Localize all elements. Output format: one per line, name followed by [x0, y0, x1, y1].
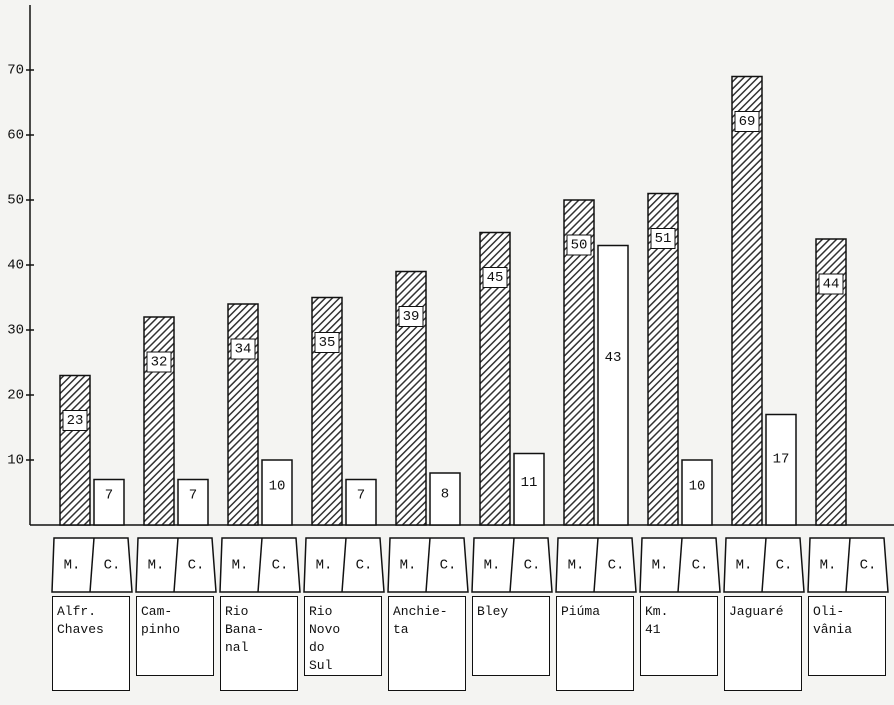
category-label: Jaguaré — [724, 596, 802, 691]
bar — [597, 244, 629, 526]
value-label: 69 — [739, 114, 756, 130]
bar — [681, 459, 713, 526]
value-label-box — [230, 338, 256, 360]
series-name: M. — [148, 558, 165, 574]
y-tick-label: 10 — [7, 453, 24, 469]
series-name: C. — [524, 558, 541, 574]
category-label: Rio Novo do Sul — [304, 596, 382, 676]
series-name: C. — [356, 558, 373, 574]
value-label-box — [650, 228, 676, 249]
y-tick-label: 30 — [7, 323, 24, 339]
category-label: Bley — [472, 596, 550, 676]
value-label-box — [482, 267, 508, 288]
series-divider — [677, 537, 683, 593]
bar — [731, 75, 763, 526]
value-label: 32 — [151, 355, 168, 371]
value-label: 11 — [521, 475, 538, 491]
series-name: M. — [484, 558, 501, 574]
y-tick-label: 20 — [7, 388, 24, 404]
category-label: Oli- vânia — [808, 596, 886, 676]
series-divider — [761, 537, 767, 593]
series-name: M. — [64, 558, 81, 574]
bar — [345, 478, 377, 526]
value-label: 10 — [269, 479, 286, 495]
value-label: 43 — [605, 350, 622, 366]
value-label: 7 — [105, 488, 113, 504]
y-tick-label: 40 — [7, 258, 24, 274]
value-label: 10 — [689, 479, 706, 495]
series-divider — [257, 537, 263, 593]
value-label: 17 — [773, 451, 790, 467]
value-label: 7 — [189, 488, 197, 504]
series-name: C. — [104, 558, 121, 574]
value-label: 51 — [655, 231, 672, 247]
category-label: Alfr. Chaves — [52, 596, 130, 691]
series-name: C. — [608, 558, 625, 574]
series-name: M. — [736, 558, 753, 574]
bar — [311, 296, 343, 526]
category-label: Anchie- ta — [388, 596, 466, 691]
bar — [227, 303, 259, 526]
value-label: 34 — [235, 342, 252, 358]
value-label: 7 — [357, 488, 365, 504]
bar — [513, 452, 545, 526]
y-tick-label: 50 — [7, 193, 24, 209]
category-label: Piúma — [556, 596, 634, 691]
value-label-box — [734, 111, 760, 132]
series-name: M. — [232, 558, 249, 574]
series-name: M. — [316, 558, 333, 574]
series-name: M. — [820, 558, 837, 574]
series-name: C. — [188, 558, 205, 574]
value-label: 23 — [67, 413, 84, 429]
value-label: 35 — [319, 335, 336, 351]
category-label: Rio Bana- nal — [220, 596, 298, 691]
category-label: Km. 41 — [640, 596, 718, 676]
series-name: M. — [568, 558, 585, 574]
value-label-box — [314, 332, 340, 353]
value-label-box — [566, 234, 592, 256]
value-label-box — [398, 306, 424, 327]
series-name: C. — [776, 558, 793, 574]
bar — [177, 478, 209, 526]
series-divider — [89, 537, 95, 593]
bar — [765, 413, 797, 526]
series-name: M. — [652, 558, 669, 574]
series-name: M. — [400, 558, 417, 574]
bar — [429, 472, 461, 526]
series-name: C. — [272, 558, 289, 574]
value-label: 50 — [571, 238, 588, 254]
series-name: C. — [860, 558, 877, 574]
value-label: 39 — [403, 309, 420, 325]
y-tick-label: 70 — [7, 63, 24, 79]
series-divider — [173, 537, 179, 593]
series-name: C. — [440, 558, 457, 574]
bar — [59, 374, 91, 526]
value-label: 8 — [441, 487, 449, 503]
value-label-box — [818, 273, 844, 295]
series-divider — [341, 537, 347, 593]
y-tick-label: 60 — [7, 128, 24, 144]
bar — [261, 459, 293, 526]
value-label-box — [62, 410, 88, 431]
value-label: 44 — [823, 277, 840, 293]
series-divider — [425, 537, 431, 593]
series-name: C. — [692, 558, 709, 574]
series-divider — [509, 537, 515, 593]
category-label: Cam- pinho — [136, 596, 214, 676]
bar — [93, 478, 125, 526]
value-label: 45 — [487, 270, 504, 286]
value-label-box — [146, 351, 172, 373]
bar — [143, 316, 175, 526]
series-divider — [845, 537, 851, 593]
series-divider — [593, 537, 599, 593]
